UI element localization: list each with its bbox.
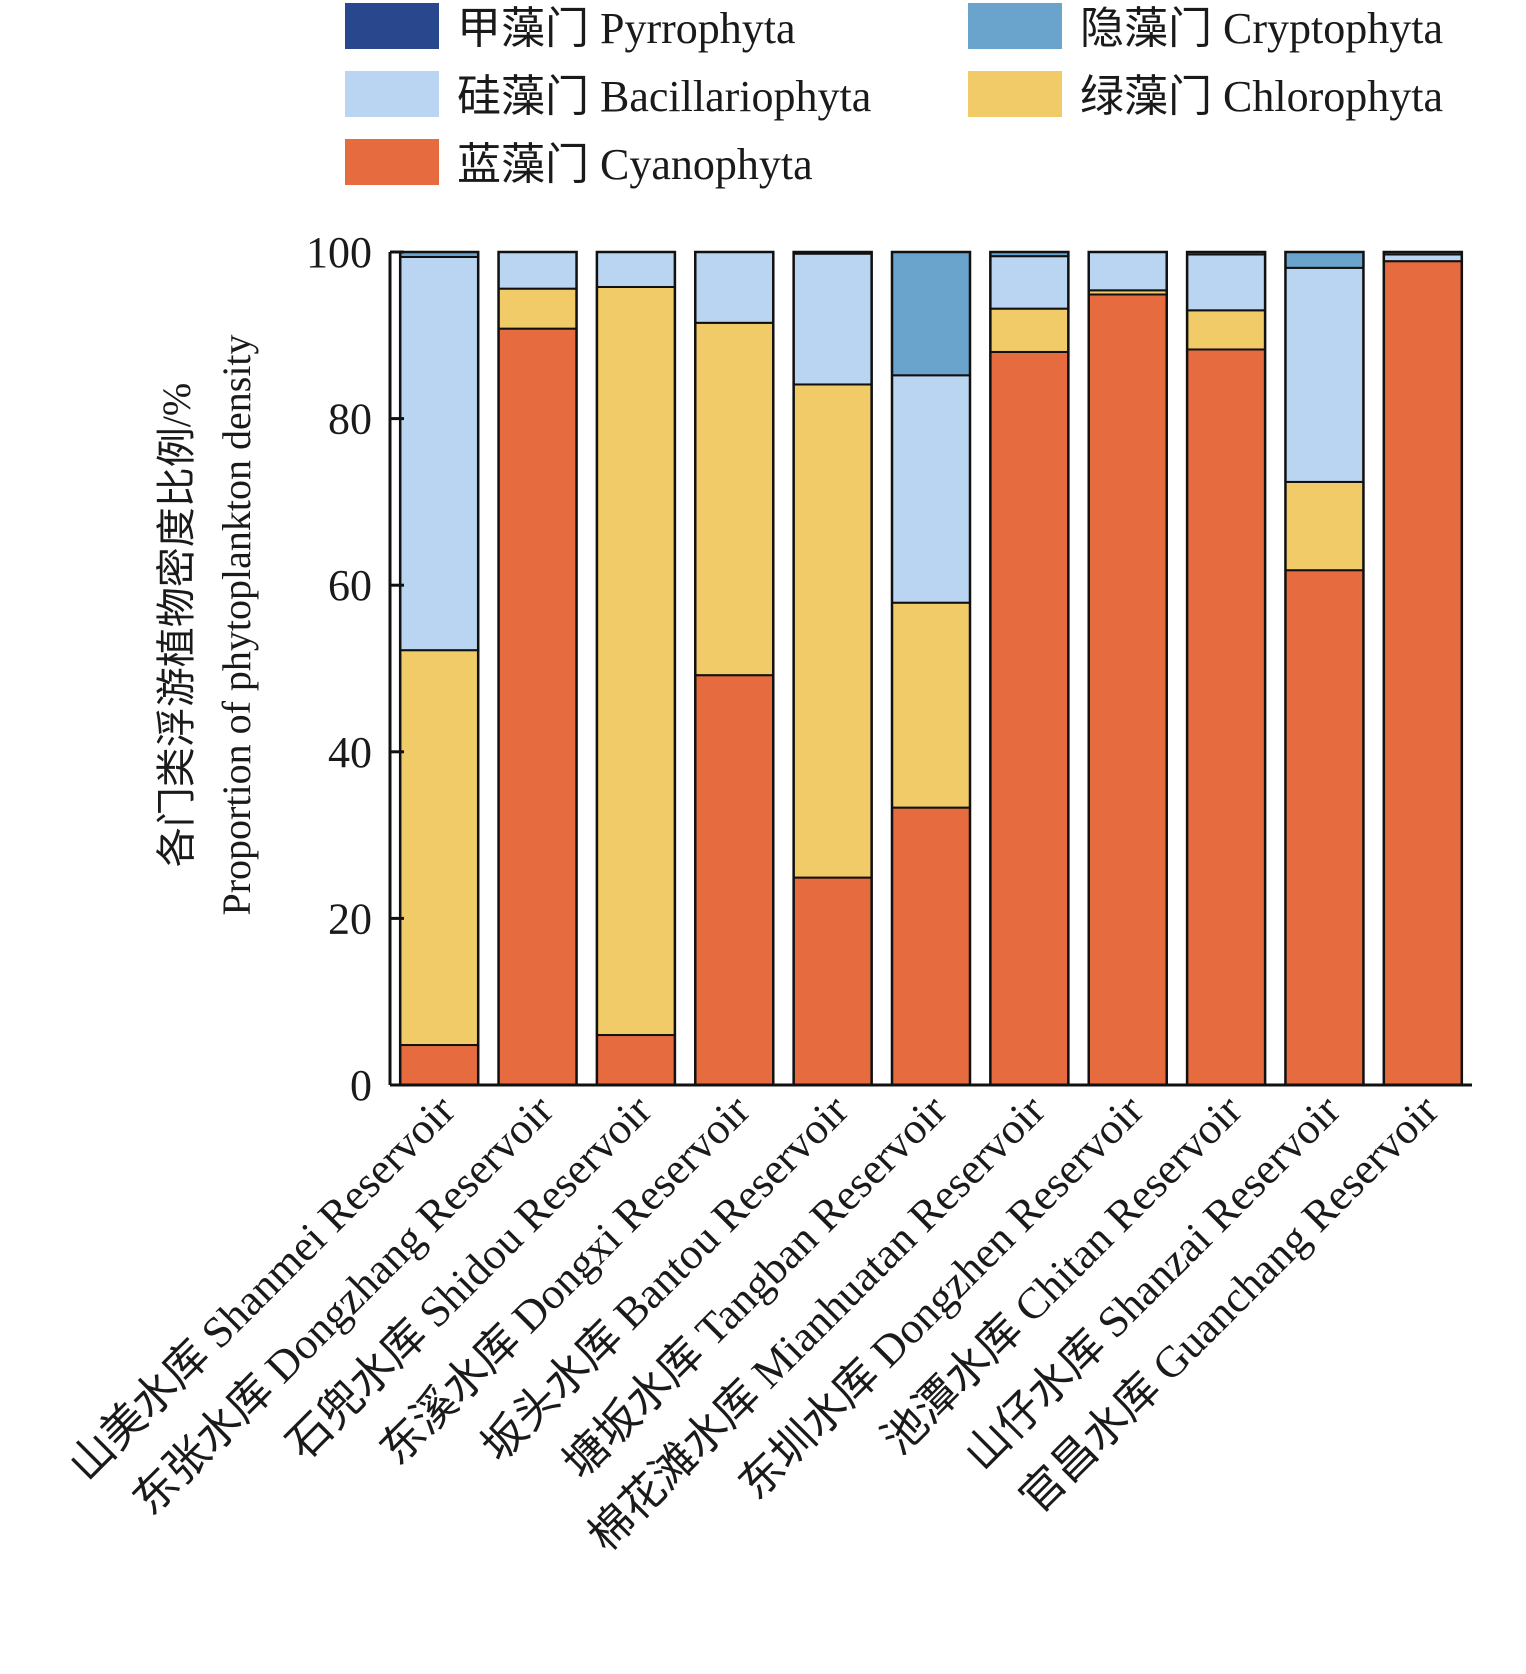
bar-stack bbox=[398, 250, 480, 1087]
y-tick-label: 40 bbox=[328, 728, 372, 777]
plot-area bbox=[398, 250, 1464, 1087]
bar-segment bbox=[1186, 253, 1267, 312]
legend-label: 甲藻门 Pyrrophyta bbox=[457, 4, 796, 53]
bar-segment bbox=[1284, 569, 1365, 1086]
bar-segment bbox=[1284, 480, 1365, 572]
bar-stack bbox=[1284, 250, 1365, 1087]
bar-stack bbox=[890, 250, 972, 1087]
bar-segment bbox=[399, 649, 480, 1047]
legend-swatch bbox=[968, 71, 1062, 117]
bar-stack bbox=[497, 250, 578, 1087]
legend-item: 隐藻门 Cryptophyta bbox=[968, 3, 1443, 53]
bar-stack bbox=[1185, 250, 1267, 1087]
bar-segment bbox=[595, 251, 676, 288]
bar-segment bbox=[694, 251, 775, 324]
bar-segment bbox=[1087, 251, 1168, 292]
bar-segment bbox=[792, 252, 873, 386]
y-tick-label: 60 bbox=[328, 561, 372, 610]
bar-segment bbox=[694, 674, 775, 1086]
bar-segment bbox=[1186, 348, 1267, 1086]
legend-swatch bbox=[345, 139, 439, 185]
bar-segment bbox=[989, 350, 1070, 1086]
y-axis-title-english: Proportion of phytoplankton density bbox=[214, 334, 259, 915]
bar-segment bbox=[1382, 260, 1463, 1086]
bar-stack bbox=[595, 250, 677, 1087]
bar-segment bbox=[1284, 266, 1365, 483]
bar-segment bbox=[595, 1034, 676, 1087]
y-tick-label: 80 bbox=[328, 395, 372, 444]
bar-stack bbox=[1087, 250, 1168, 1087]
bar-stack bbox=[1382, 250, 1464, 1087]
bar-segment bbox=[1186, 309, 1267, 351]
bar-segment bbox=[497, 251, 578, 290]
legend-item: 甲藻门 Pyrrophyta bbox=[345, 3, 796, 53]
legend-swatch bbox=[345, 3, 439, 49]
bar-segment bbox=[891, 251, 971, 377]
bar-segment bbox=[792, 876, 873, 1087]
bar-segment bbox=[497, 327, 578, 1086]
bar-stack bbox=[989, 250, 1070, 1087]
y-tick-label: 100 bbox=[306, 228, 372, 277]
bar-segment bbox=[497, 287, 578, 330]
bar-segment bbox=[399, 1044, 480, 1086]
y-axis-title-chinese: 各门类浮游植物密度比例/% bbox=[154, 383, 199, 867]
bar-segment bbox=[1087, 293, 1168, 1087]
legend-swatch bbox=[968, 3, 1062, 49]
bar-stack bbox=[792, 250, 873, 1087]
bar-segment bbox=[891, 601, 971, 809]
legend-label: 硅藻门 Bacillariophyta bbox=[457, 72, 871, 121]
y-tick-label: 0 bbox=[350, 1061, 372, 1110]
bar-segment bbox=[891, 806, 971, 1087]
bar-stack bbox=[694, 250, 775, 1087]
bar-segment bbox=[989, 307, 1070, 353]
y-axis: 0 20 40 60 80 100 bbox=[306, 228, 404, 1110]
y-tick-label: 20 bbox=[328, 894, 372, 943]
legend-item: 绿藻门 Chlorophyta bbox=[968, 71, 1443, 121]
bar-segment bbox=[891, 374, 971, 604]
legend-label: 隐藻门 Cryptophyta bbox=[1080, 4, 1443, 53]
legend-item: 蓝藻门 Cyanophyta bbox=[345, 139, 813, 189]
bar-segment bbox=[399, 255, 480, 652]
bar-segment bbox=[792, 383, 873, 879]
legend: 甲藻门 Pyrrophyta 隐藻门 Cryptophyta 硅藻门 Bacilla… bbox=[345, 3, 1443, 189]
legend-label: 蓝藻门 Cyanophyta bbox=[457, 140, 813, 189]
bar-segment bbox=[1284, 251, 1365, 269]
legend-label: 绿藻门 Chlorophyta bbox=[1080, 72, 1443, 121]
bar-segment bbox=[595, 285, 676, 1037]
bar-segment bbox=[694, 321, 775, 677]
bar-segment bbox=[989, 255, 1070, 310]
legend-swatch bbox=[345, 71, 439, 117]
legend-item: 硅藻门 Bacillariophyta bbox=[345, 71, 871, 121]
